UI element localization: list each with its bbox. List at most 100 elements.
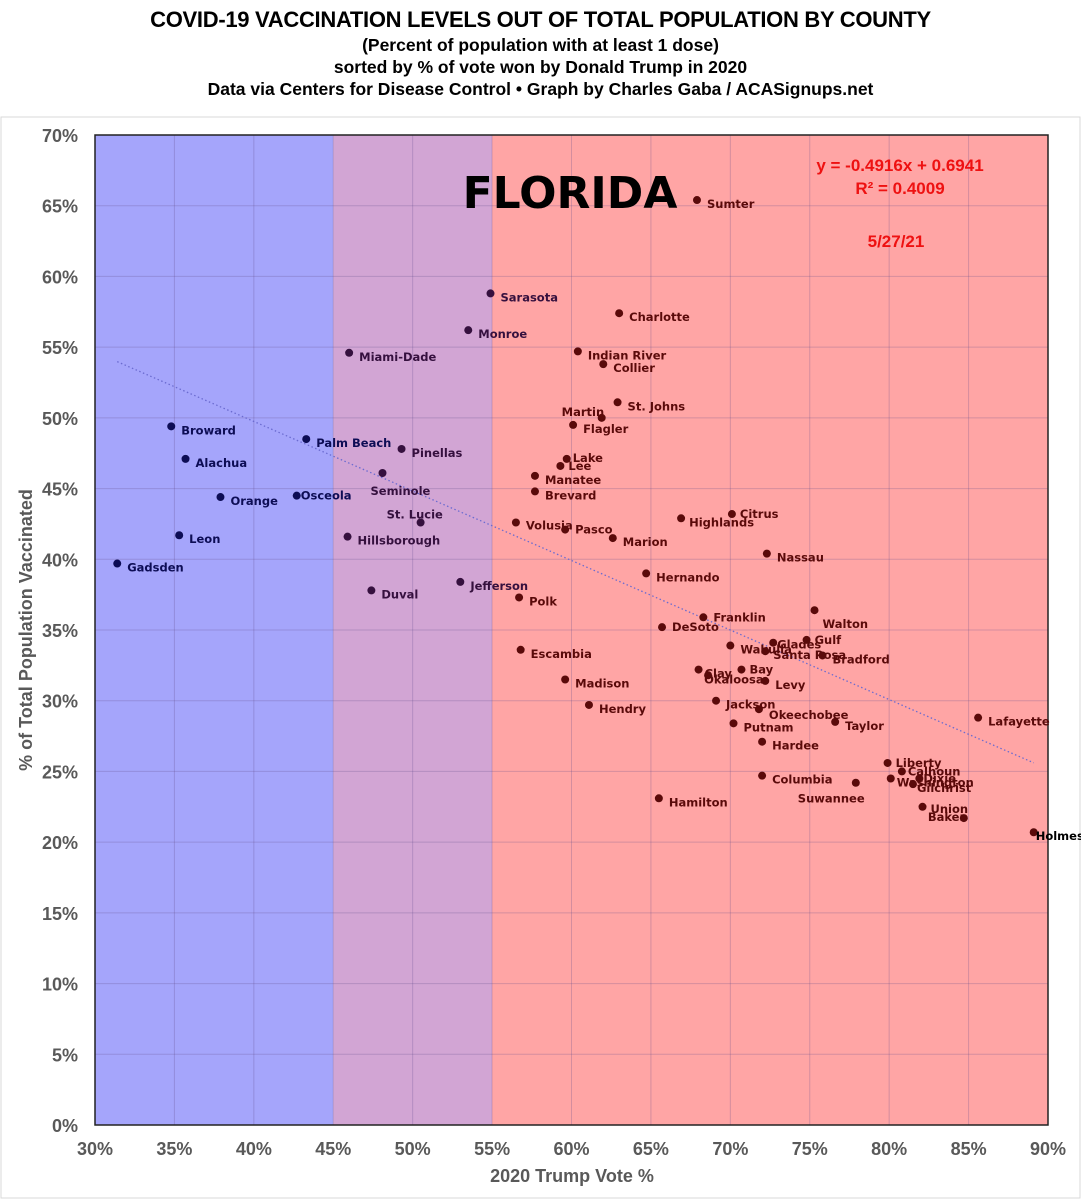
point-label: Highlands bbox=[689, 515, 754, 529]
data-point: Polk bbox=[515, 593, 557, 608]
point-label: Sumter bbox=[707, 197, 755, 211]
data-point: Franklin bbox=[699, 610, 766, 624]
trendline bbox=[116, 361, 1034, 764]
point-label: Hernando bbox=[656, 570, 719, 584]
data-point: Levy bbox=[761, 676, 806, 692]
point-label: Duval bbox=[381, 587, 418, 601]
data-point: Suwannee bbox=[798, 778, 865, 806]
point-marker bbox=[810, 606, 819, 615]
point-marker bbox=[573, 347, 582, 356]
point-label: Jackson bbox=[725, 698, 775, 712]
x-axis-label: 2020 Trump Vote % bbox=[490, 1166, 654, 1186]
chart-credit: Data via Centers for Disease Control • G… bbox=[207, 79, 874, 99]
point-label: Bay bbox=[749, 663, 773, 677]
point-label: Gadsden bbox=[127, 561, 184, 575]
point-marker bbox=[758, 771, 767, 780]
point-label: Glades bbox=[777, 638, 821, 652]
data-point: Liberty bbox=[883, 756, 942, 770]
point-label: Putnam bbox=[744, 720, 794, 734]
y-axis-label: % of Total Population Vaccinated bbox=[16, 489, 36, 771]
point-label: Hendry bbox=[599, 702, 647, 716]
point-label: Broward bbox=[181, 423, 236, 437]
data-point: Baker bbox=[928, 810, 968, 824]
point-marker bbox=[727, 510, 736, 519]
point-marker bbox=[729, 719, 738, 728]
data-point: Marion bbox=[608, 534, 668, 549]
data-point: Duval bbox=[367, 586, 418, 601]
point-marker bbox=[599, 360, 608, 369]
state-label: FLORIDA bbox=[463, 168, 678, 219]
data-point: Madison bbox=[561, 675, 629, 691]
point-label: Liberty bbox=[896, 756, 942, 770]
data-point: Brevard bbox=[530, 487, 596, 502]
point-label: Seminole bbox=[370, 484, 430, 498]
point-label: Gulf bbox=[815, 633, 843, 647]
data-point: Citrus bbox=[727, 507, 779, 521]
point-label: Pinellas bbox=[412, 446, 463, 460]
point-label: Leon bbox=[189, 532, 220, 546]
data-point: DeSoto bbox=[658, 620, 719, 634]
point-marker bbox=[737, 665, 746, 674]
y-tick-label: 5% bbox=[52, 1045, 78, 1065]
data-point: Sumter bbox=[692, 196, 755, 211]
point-label: Dixie bbox=[923, 772, 956, 786]
chart-subtitle-sort: sorted by % of vote won by Donald Trump … bbox=[333, 57, 748, 77]
point-marker bbox=[908, 780, 917, 789]
point-label: Indian River bbox=[588, 348, 667, 362]
data-point: Indian River bbox=[573, 347, 667, 362]
point-marker bbox=[886, 774, 895, 783]
point-marker bbox=[642, 569, 651, 578]
data-point: Escambia bbox=[516, 645, 592, 661]
point-label: Hardee bbox=[772, 739, 819, 753]
point-label: Sarasota bbox=[500, 290, 557, 304]
zone-blue bbox=[95, 135, 334, 1125]
x-tick-label: 50% bbox=[395, 1139, 431, 1159]
x-tick-label: 80% bbox=[871, 1139, 907, 1159]
x-tick-label: 40% bbox=[236, 1139, 272, 1159]
point-marker bbox=[569, 420, 578, 429]
data-point: Hamilton bbox=[654, 794, 728, 809]
x-tick-label: 55% bbox=[474, 1139, 510, 1159]
data-point: Okeechobee bbox=[754, 705, 849, 722]
point-marker bbox=[511, 518, 520, 527]
x-axis-ticks: 30% 35% 40% 45% 50% 55% 60% 65% 70% 75% 80% 85% 90% bbox=[77, 1139, 1066, 1159]
point-label: Lake bbox=[573, 451, 603, 465]
point-label: Hillsborough bbox=[358, 534, 441, 548]
plot-border bbox=[94, 134, 1049, 1126]
x-tick-label: 45% bbox=[315, 1139, 351, 1159]
data-point: Santa Rosa bbox=[761, 647, 846, 662]
point-marker bbox=[378, 469, 387, 478]
point-label: Marion bbox=[623, 535, 668, 549]
y-tick-label: 45% bbox=[42, 480, 78, 500]
point-label: Manatee bbox=[545, 473, 601, 487]
data-point: Manatee bbox=[530, 471, 601, 487]
point-marker bbox=[615, 309, 624, 318]
data-point: Dixie bbox=[915, 772, 956, 786]
point-label: Okeechobee bbox=[769, 708, 849, 722]
data-point: Lafayette bbox=[974, 713, 1050, 729]
y-tick-label: 65% bbox=[42, 197, 78, 217]
point-label: Miami-Dade bbox=[359, 350, 436, 364]
data-point: Pinellas bbox=[397, 444, 463, 460]
point-marker bbox=[769, 638, 778, 647]
point-marker bbox=[692, 196, 701, 205]
data-point: Bay bbox=[737, 663, 774, 677]
point-marker bbox=[726, 641, 735, 650]
x-tick-label: 60% bbox=[553, 1139, 589, 1159]
point-marker bbox=[761, 676, 770, 685]
point-label: Orange bbox=[230, 494, 278, 508]
y-tick-label: 30% bbox=[42, 692, 78, 712]
point-label: Escambia bbox=[531, 647, 592, 661]
point-marker bbox=[175, 531, 184, 540]
point-label: Polk bbox=[529, 594, 557, 608]
data-point: Alachua bbox=[181, 454, 247, 470]
point-marker bbox=[584, 700, 593, 709]
point-marker bbox=[181, 454, 190, 463]
point-marker bbox=[597, 413, 606, 422]
point-marker bbox=[762, 549, 771, 558]
point-label: Okaloosa bbox=[704, 672, 764, 686]
point-marker bbox=[712, 696, 721, 705]
point-label: Lee bbox=[568, 459, 591, 473]
point-label: Baker bbox=[928, 810, 966, 824]
point-marker bbox=[959, 814, 968, 823]
